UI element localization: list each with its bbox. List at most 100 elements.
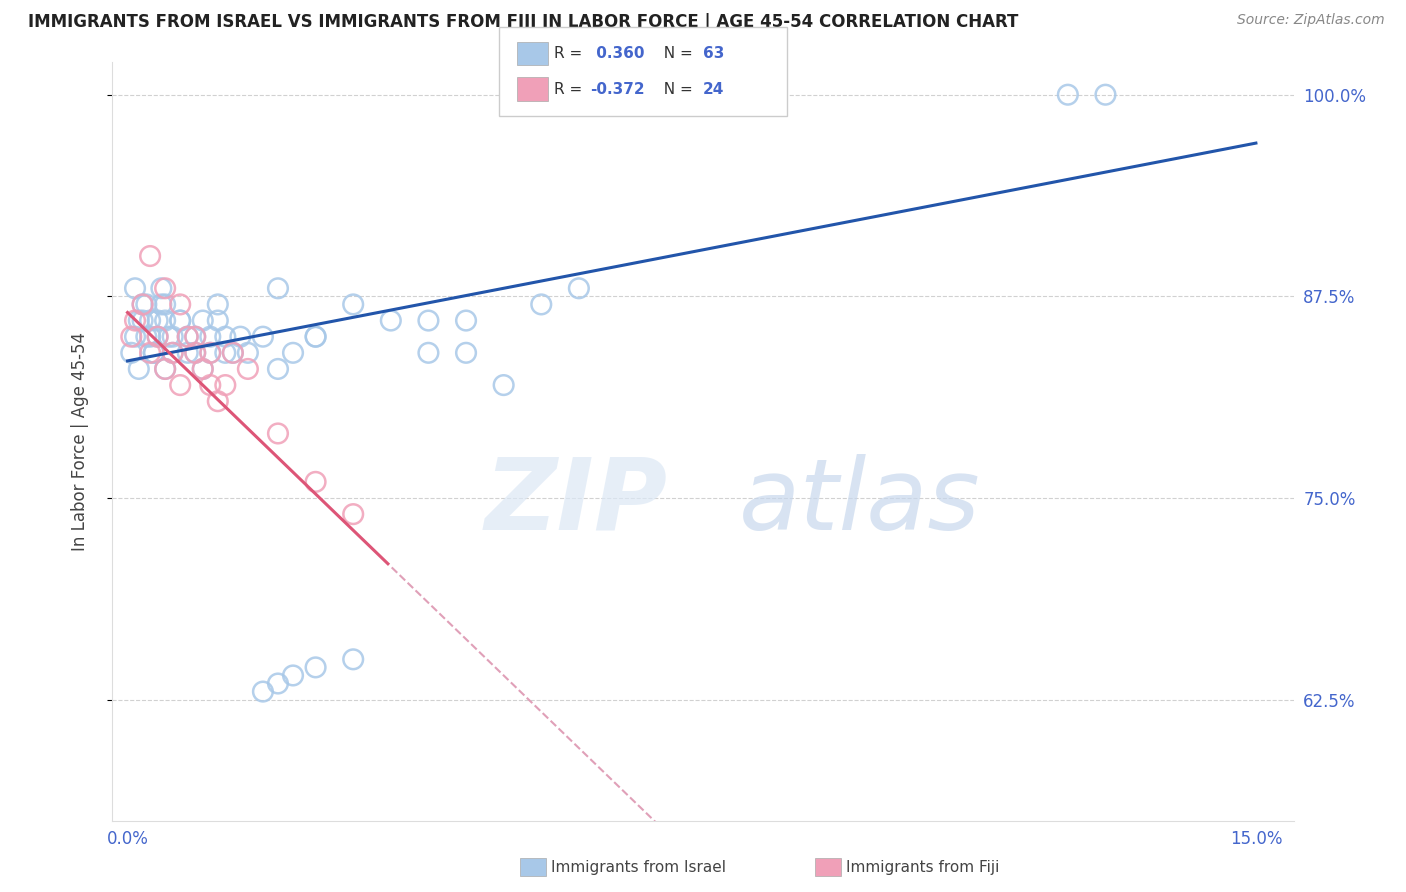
Point	[150, 281, 173, 295]
Point	[530, 297, 553, 311]
Point	[142, 346, 165, 360]
Text: 24: 24	[703, 81, 724, 96]
Point	[135, 329, 157, 343]
Point	[153, 362, 176, 376]
Point	[222, 346, 245, 360]
Point	[146, 329, 169, 343]
Point	[128, 362, 150, 376]
Point	[169, 378, 191, 392]
Point	[342, 297, 364, 311]
Point	[169, 313, 191, 327]
Point	[454, 346, 477, 360]
Point	[342, 507, 364, 521]
Point	[131, 313, 153, 327]
Point	[1094, 87, 1116, 102]
Point	[304, 329, 326, 343]
Point	[214, 346, 236, 360]
Point	[492, 378, 515, 392]
Point	[236, 346, 259, 360]
Text: N =: N =	[654, 81, 697, 96]
Point	[162, 329, 184, 343]
Point	[236, 362, 259, 376]
Point	[214, 329, 236, 343]
Point	[139, 346, 162, 360]
Point	[153, 281, 176, 295]
Point	[153, 313, 176, 327]
Point	[139, 313, 162, 327]
Point	[162, 346, 184, 360]
Text: -0.372: -0.372	[591, 81, 645, 96]
Point	[304, 475, 326, 489]
Point	[131, 297, 153, 311]
Point	[229, 329, 252, 343]
Text: IMMIGRANTS FROM ISRAEL VS IMMIGRANTS FROM FIJI IN LABOR FORCE | AGE 45-54 CORREL: IMMIGRANTS FROM ISRAEL VS IMMIGRANTS FRO…	[28, 13, 1018, 31]
Point	[150, 297, 173, 311]
Point	[222, 346, 245, 360]
Text: 0.360: 0.360	[591, 46, 644, 62]
Point	[281, 346, 304, 360]
Point	[207, 313, 229, 327]
Point	[191, 313, 214, 327]
Point	[169, 297, 191, 311]
Point	[177, 329, 200, 343]
Point	[200, 346, 222, 360]
Point	[252, 329, 274, 343]
Point	[304, 329, 326, 343]
Point	[177, 346, 200, 360]
Point	[1056, 87, 1078, 102]
Text: R =: R =	[554, 46, 588, 62]
Point	[267, 426, 290, 441]
Point	[146, 313, 169, 327]
Point	[281, 668, 304, 682]
Point	[418, 346, 440, 360]
Point	[200, 346, 222, 360]
Point	[139, 329, 162, 343]
Text: Immigrants from Fiji: Immigrants from Fiji	[846, 860, 1000, 874]
Point	[162, 346, 184, 360]
Point	[146, 329, 169, 343]
Point	[135, 297, 157, 311]
Text: 63: 63	[703, 46, 724, 62]
Point	[200, 329, 222, 343]
Point	[120, 329, 142, 343]
Point	[131, 297, 153, 311]
Point	[418, 313, 440, 327]
Point	[267, 281, 290, 295]
Point	[124, 329, 146, 343]
Point	[157, 329, 180, 343]
Point	[184, 329, 207, 343]
Text: Immigrants from Israel: Immigrants from Israel	[551, 860, 725, 874]
Point	[139, 249, 162, 263]
Point	[142, 346, 165, 360]
Point	[454, 313, 477, 327]
Point	[214, 378, 236, 392]
Point	[207, 394, 229, 409]
Point	[120, 346, 142, 360]
Point	[380, 313, 402, 327]
Point	[184, 346, 207, 360]
Text: atlas: atlas	[738, 454, 980, 550]
Point	[342, 652, 364, 666]
Point	[207, 297, 229, 311]
Point	[184, 329, 207, 343]
Point	[153, 297, 176, 311]
Text: Source: ZipAtlas.com: Source: ZipAtlas.com	[1237, 13, 1385, 28]
Y-axis label: In Labor Force | Age 45-54: In Labor Force | Age 45-54	[70, 332, 89, 551]
Point	[124, 313, 146, 327]
Text: R =: R =	[554, 81, 588, 96]
Point	[184, 346, 207, 360]
Point	[252, 684, 274, 698]
Point	[304, 660, 326, 674]
Point	[191, 362, 214, 376]
Point	[568, 281, 591, 295]
Point	[191, 362, 214, 376]
Point	[153, 362, 176, 376]
Point	[267, 676, 290, 690]
Point	[267, 362, 290, 376]
Point	[177, 329, 200, 343]
Text: ZIP: ZIP	[485, 454, 668, 550]
Text: N =: N =	[654, 46, 697, 62]
Point	[124, 281, 146, 295]
Point	[169, 313, 191, 327]
Point	[128, 313, 150, 327]
